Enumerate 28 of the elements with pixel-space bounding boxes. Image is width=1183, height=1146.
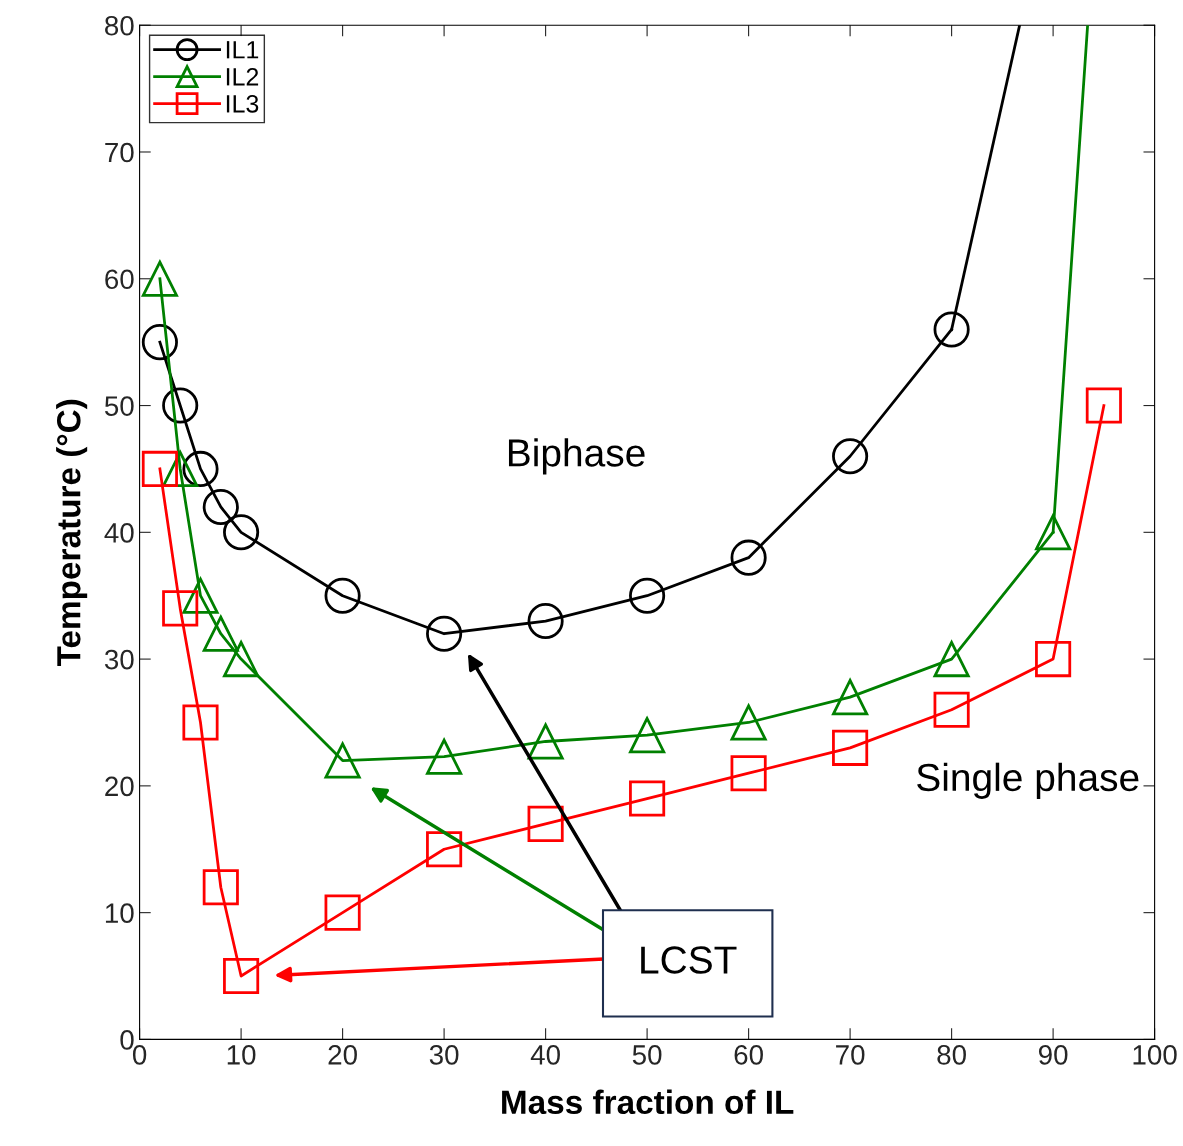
x-tick-label: 100	[1133, 1045, 1177, 1065]
x-axis-title: Mass fraction of IL	[502, 1089, 794, 1115]
y-axis-title: Temperature (°C)	[56, 399, 88, 667]
annotation: Single phase	[917, 762, 1139, 799]
annotation: LCST	[641, 946, 737, 974]
y-tick-label: 80	[105, 15, 134, 36]
x-tick-label: 80	[937, 1045, 966, 1065]
annotation: Biphase	[508, 438, 645, 475]
x-tick-label: 70	[836, 1045, 865, 1065]
x-tick-label: 30	[429, 1045, 459, 1065]
legend-label: IL1	[226, 41, 259, 59]
y-tick-label: 70	[105, 142, 134, 163]
x-tick-label: 60	[734, 1045, 763, 1065]
x-tick-label: 10	[227, 1045, 256, 1065]
y-tick-label: 30	[104, 649, 134, 670]
y-tick-label: 10	[105, 903, 134, 923]
y-tick-label: 0	[120, 1030, 134, 1050]
x-tick-label: 50	[632, 1045, 662, 1065]
y-tick-label: 40	[104, 522, 134, 543]
y-tick-label: 50	[104, 396, 134, 416]
legend-label: IL2	[226, 67, 259, 86]
x-tick-label: 0	[132, 1045, 147, 1065]
y-tick-label: 20	[105, 776, 134, 797]
legend-label: IL3	[226, 94, 259, 113]
x-tick-label: 20	[328, 1045, 357, 1065]
x-tick-label: 90	[1038, 1045, 1068, 1065]
y-tick-label: 60	[105, 269, 134, 290]
x-tick-label: 40	[530, 1045, 560, 1065]
